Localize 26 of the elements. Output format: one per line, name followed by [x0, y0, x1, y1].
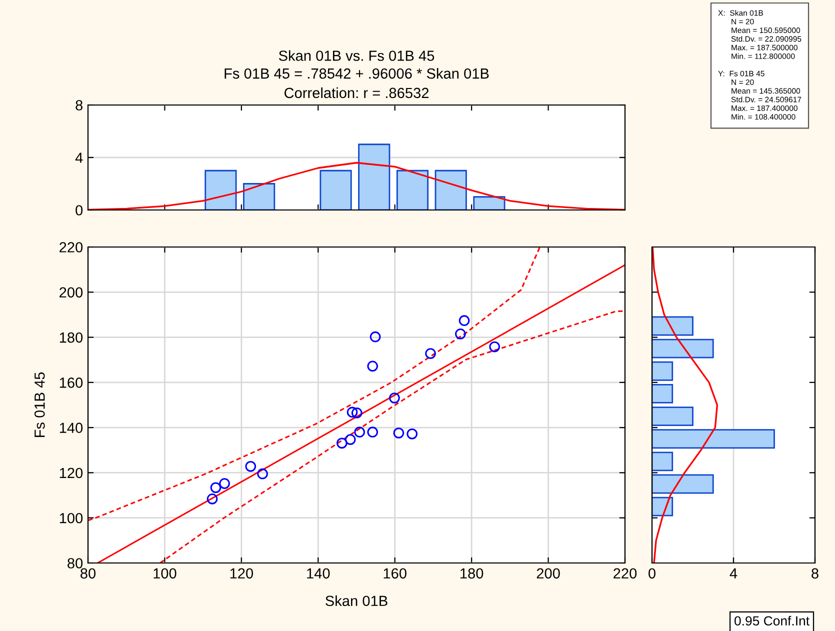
x-tick-label: 100 [154, 568, 176, 579]
y-tick-label: 4 [75, 152, 83, 163]
y-tick-label: 220 [60, 242, 83, 252]
y-tick-label: 200 [60, 287, 83, 298]
chart-subtitle: Fs 01B 45 = .78542 + .96006 * Skan 01B Correlation: r = .86532 [224, 68, 489, 98]
y-tick-label: 8 [76, 100, 83, 110]
x-tick-label: 120 [230, 568, 254, 579]
x-tick-label: 140 [307, 568, 330, 579]
x-tick-label: 180 [460, 568, 484, 579]
y-tick-label: 80 [68, 558, 83, 568]
y-tick-label: 120 [60, 468, 83, 478]
x-tick-label: 0 [648, 568, 656, 579]
text: 0.95 Conf.Int [734, 616, 810, 626]
x-tick-label: 200 [536, 568, 560, 579]
y-tick-label: 140 [60, 422, 83, 433]
x-axis-title: Skan 01B [326, 595, 388, 606]
chart-title: Skan 01B vs. Fs 01B 45 [278, 50, 434, 61]
y-tick-label: 0 [76, 205, 83, 216]
y-axis-title: Fs 01B 45 [34, 372, 45, 438]
x-tick-label: 8 [812, 568, 818, 579]
x-tick-label: 160 [384, 568, 406, 579]
y-tick-label: 160 [60, 378, 83, 388]
x-tick-label: 220 [614, 568, 637, 579]
y-tick-label: 180 [60, 332, 83, 343]
y-tick-label: 100 [60, 512, 83, 524]
x-tick-label: 4 [730, 568, 738, 578]
